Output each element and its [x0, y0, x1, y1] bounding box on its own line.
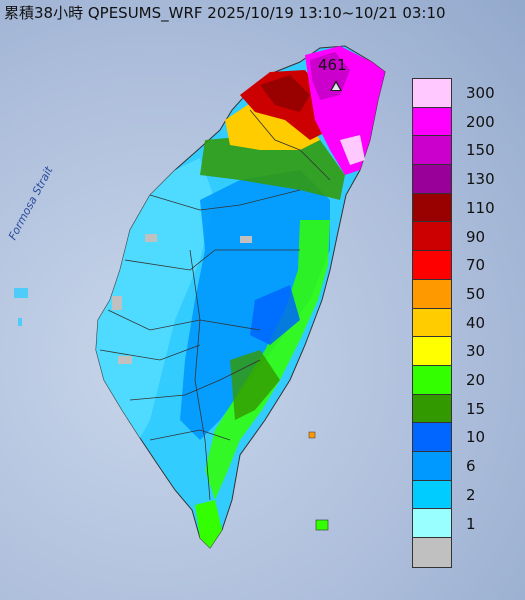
west-coast-light-zone: [96, 158, 215, 438]
legend-swatch: [413, 394, 451, 424]
south-tip-green: [195, 500, 222, 548]
green-island: [315, 519, 329, 531]
legend-label: 50: [466, 284, 486, 303]
legend-label: 10: [466, 428, 486, 447]
missing-data-patch: [145, 234, 157, 242]
legend-label: 1: [466, 514, 476, 533]
legend-label: 6: [466, 457, 476, 476]
legend-swatch: [413, 251, 451, 280]
legend-swatch: [413, 193, 451, 223]
legend-label: 300: [466, 84, 495, 102]
legend-label: 130: [466, 170, 495, 189]
max-value-label: 461: [318, 56, 347, 74]
legend-label: 110: [466, 198, 495, 217]
legend-label: 40: [466, 313, 486, 332]
penghu-islands: [18, 318, 22, 326]
legend-label: 2: [466, 485, 476, 504]
missing-data-patch: [118, 356, 132, 364]
orange-island: [308, 431, 316, 439]
legend-swatch: [413, 337, 451, 366]
legend-label: 20: [466, 371, 486, 389]
legend-swatch: [413, 136, 451, 166]
legend-swatch: [413, 509, 451, 538]
legend-label: 90: [466, 227, 486, 246]
legend-swatch: [413, 451, 451, 481]
east-darkgreen-streaks: [230, 350, 280, 420]
legend-swatch: [413, 423, 451, 452]
legend-swatch: [413, 222, 451, 252]
legend-label: 150: [466, 141, 495, 160]
legend-colorbar: [412, 78, 452, 568]
page-title: 累積38小時 QPESUMS_WRF 2025/10/19 13:10~10/2…: [4, 4, 446, 22]
missing-data-patch: [112, 296, 122, 310]
legend-swatch: [413, 480, 451, 510]
county-boundaries: [99, 109, 331, 501]
east-blue-strip: [250, 285, 300, 345]
legend-swatch: [413, 365, 451, 395]
legend-label: 30: [466, 342, 486, 361]
legend-swatch: [413, 538, 451, 567]
legend-swatch: [413, 107, 451, 137]
east-green-band: [205, 220, 330, 500]
missing-data-patch: [240, 236, 252, 243]
legend-swatch: [413, 79, 451, 108]
legend-swatch: [413, 308, 451, 338]
legend-label: 200: [466, 112, 495, 131]
northeast-pink-zone: [340, 135, 365, 165]
legend-label: 70: [466, 256, 486, 275]
penghu-islands: [14, 288, 28, 298]
north-blue-green-zone: [200, 135, 345, 200]
legend-swatch: [413, 165, 451, 194]
legend-swatch: [413, 279, 451, 309]
legend-label: 15: [466, 399, 486, 418]
max-value-marker-icon: [330, 80, 342, 91]
north-darkred-zone: [260, 75, 310, 112]
